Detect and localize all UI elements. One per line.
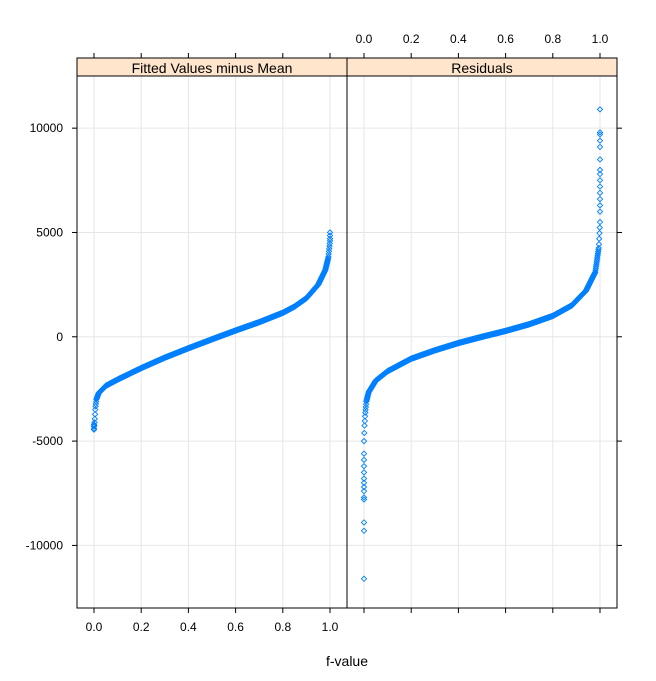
strip-left-label: Fitted Values minus Mean: [132, 60, 293, 76]
x-tick-label-bottom: 0.0: [86, 620, 103, 634]
y-tick-label: 0: [56, 330, 63, 344]
data-point: [360, 437, 368, 445]
data-point: [325, 245, 333, 252]
strip-right-label: Residuals: [451, 60, 512, 76]
x-axis-title: f-value: [326, 653, 368, 669]
x-tick-label-top: 0.6: [497, 32, 514, 46]
data-point: [325, 253, 332, 260]
data-point-extreme: [360, 469, 368, 476]
data-point: [91, 415, 99, 423]
x-tick-label-bottom: 0.6: [227, 620, 244, 634]
data-point-extreme: [596, 166, 604, 174]
data-point: [325, 248, 333, 255]
data-point-extreme: [360, 575, 368, 583]
data-point: [595, 244, 602, 252]
data-point-extreme: [596, 183, 604, 190]
data-point-extreme: [596, 208, 604, 215]
data-point-extreme: [90, 426, 98, 433]
data-point: [596, 224, 603, 231]
x-tick-label-bottom: 0.8: [274, 620, 291, 634]
data-point: [92, 406, 99, 413]
data-point-extreme: [596, 143, 604, 151]
data-point-extreme: [326, 229, 334, 236]
data-point-extreme: [596, 202, 604, 209]
y-tick-label: 5000: [36, 225, 63, 239]
data-point: [595, 235, 603, 242]
data-point: [595, 241, 603, 248]
data-point: [596, 229, 603, 237]
data-point-extreme: [360, 456, 368, 464]
data-point: [596, 218, 604, 226]
x-tick-label-top: 0.4: [450, 32, 467, 46]
data-point: [361, 413, 369, 420]
data-point: [326, 240, 333, 247]
data-point: [362, 406, 369, 414]
data-point: [361, 422, 368, 429]
y-tick-label: -5000: [32, 434, 63, 448]
data-point-extreme: [596, 137, 604, 144]
data-point-extreme: [596, 189, 604, 197]
data-point-extreme: [326, 232, 334, 239]
x-tick-label-top: 0.8: [544, 32, 561, 46]
data-point-extreme: [360, 494, 368, 501]
data-point-extreme: [596, 170, 604, 178]
left-panel-frame: [76, 57, 348, 609]
left-panel-grid: [77, 76, 347, 608]
data-point-extreme: [360, 487, 368, 495]
data-point-extreme: [360, 479, 368, 487]
data-point: [361, 429, 368, 437]
data-point-extreme: [360, 450, 368, 457]
data-point-extreme: [360, 527, 368, 535]
data-point: [91, 410, 99, 418]
x-tick-label-bottom: 0.2: [133, 620, 150, 634]
data-point-extreme: [360, 519, 368, 526]
right-panel-grid: [347, 76, 617, 608]
right-panel-points: [360, 106, 604, 583]
y-tick-label: 10000: [30, 121, 64, 135]
data-point-extreme: [596, 177, 604, 184]
x-tick-label-bottom: 0.4: [180, 620, 197, 634]
x-tick-label-top: 0.0: [356, 32, 373, 46]
data-point-extreme: [360, 462, 368, 470]
data-point-extreme: [596, 195, 604, 203]
data-point-extreme: [596, 106, 604, 113]
data-point-extreme: [360, 483, 368, 491]
data-point: [362, 401, 370, 408]
data-point-extreme: [326, 235, 334, 242]
data-point-extreme: [596, 129, 604, 136]
data-point-extreme: [360, 475, 368, 482]
data-point: [362, 403, 370, 411]
data-point: [361, 417, 369, 425]
axes: 0.0 0.2 0.4 0.6 0.8 1.0 0.0 0.2 0.4 0.6 0.8 1.0 -100…: [26, 32, 622, 634]
data-point: [325, 250, 332, 258]
left-panel-points: [90, 229, 334, 433]
data-point-extreme: [596, 156, 604, 163]
data-point-extreme: [90, 421, 98, 428]
right-panel-frame: [346, 57, 618, 609]
x-tick-label-top: 0.2: [403, 32, 420, 46]
x-tick-label-top: 1.0: [592, 32, 609, 46]
y-tick-label: -10000: [26, 538, 64, 552]
data-point: [362, 409, 369, 416]
data-point: [326, 242, 333, 250]
x-tick-label-bottom: 1.0: [322, 620, 339, 634]
